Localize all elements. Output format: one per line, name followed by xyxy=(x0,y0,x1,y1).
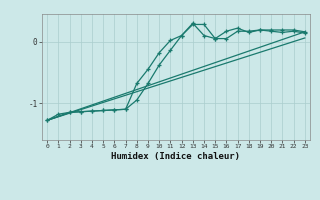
X-axis label: Humidex (Indice chaleur): Humidex (Indice chaleur) xyxy=(111,152,241,161)
